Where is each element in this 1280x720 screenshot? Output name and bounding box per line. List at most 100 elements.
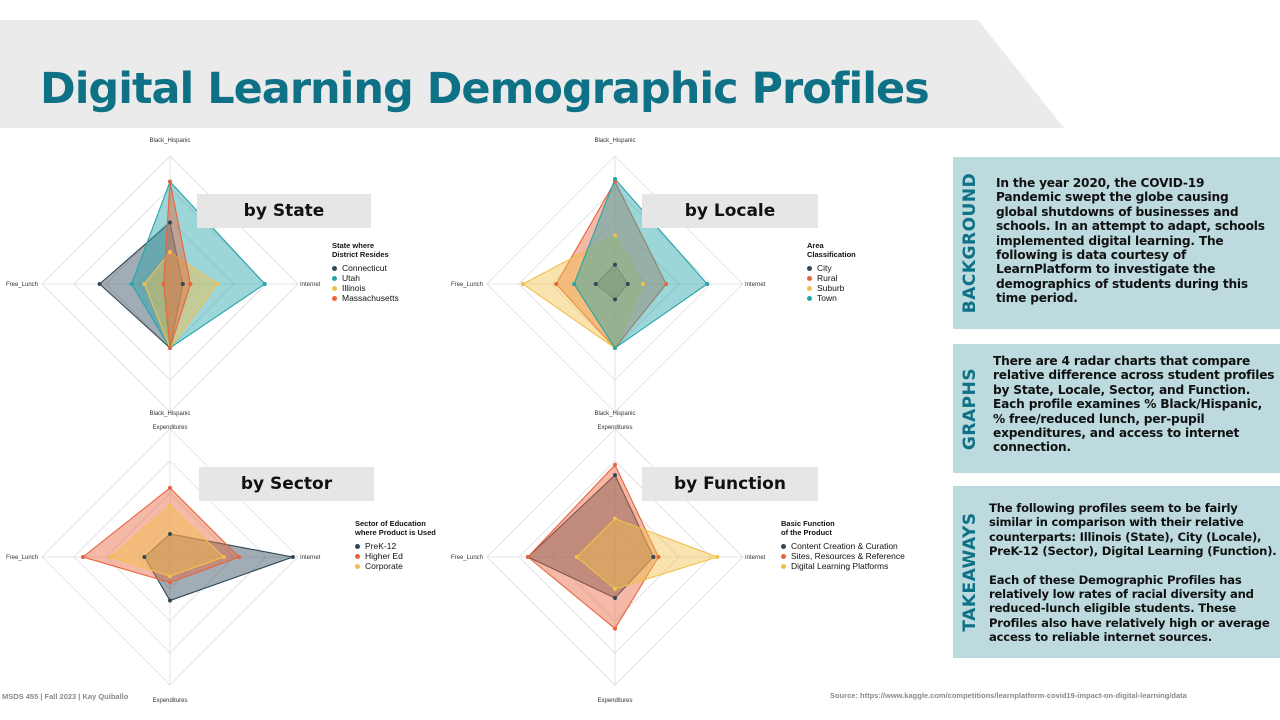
legend-item: Suburb	[807, 283, 856, 293]
takeaways-panel: TAKEAWAYS The following profiles seem to…	[953, 486, 1280, 658]
axis-label-expenditures: Expenditures	[152, 698, 187, 704]
legend-item: Sites, Resources & Reference	[781, 551, 905, 561]
footer-source: Source: https://www.kaggle.com/competiti…	[830, 691, 1187, 700]
series-point	[142, 555, 147, 559]
radar-chart-by-state: Black_Hispanic Internet Expenditures Free_L…	[0, 138, 480, 431]
series-point	[168, 346, 172, 350]
axis-label-free-lunch: Free_Lunch	[451, 282, 483, 288]
axis-label-internet: Internet	[745, 555, 766, 561]
legend-title: State where District Resides	[332, 241, 389, 259]
series-point	[574, 555, 579, 559]
axis-label-expenditures: Expenditures	[597, 425, 632, 431]
legend-dot	[807, 265, 812, 271]
title-band-shape	[0, 20, 1064, 128]
page-title: Digital Learning Demographic Profiles	[40, 64, 930, 114]
legend-dot	[332, 275, 337, 281]
series-point	[613, 595, 617, 600]
legend-label: PreK-12	[365, 541, 397, 551]
series-point	[168, 580, 172, 585]
legend-dot	[355, 553, 360, 559]
legend-item: City	[807, 263, 856, 273]
series-point	[142, 282, 147, 286]
axis-label-free-lunch: Free_Lunch	[6, 555, 38, 561]
legend-dot	[332, 265, 337, 271]
series-point	[237, 555, 242, 559]
background-heading: BACKGROUND	[960, 172, 980, 314]
series-point	[705, 282, 710, 286]
legend-label: Rural	[817, 273, 838, 283]
axis-label-internet: Internet	[300, 555, 321, 561]
axis-label-free-lunch: Free_Lunch	[451, 555, 483, 561]
series-point	[168, 250, 172, 254]
series-point	[188, 282, 193, 286]
graphs-heading: GRAPHS	[960, 367, 980, 450]
series-point	[129, 282, 134, 286]
series-point	[593, 282, 598, 286]
takeaways-heading: TAKEAWAYS	[960, 512, 980, 632]
series-point	[161, 282, 166, 286]
axis-label-black-hispanic: Black_Hispanic	[594, 138, 635, 144]
radar-chart-by-function: Black_Hispanic Internet Expenditures Free_L…	[445, 411, 925, 704]
series-point	[613, 233, 617, 238]
axis-label-black-hispanic: Black_Hispanic	[149, 411, 190, 417]
legend-by-sector: Sector of Education where Product is Use…	[355, 519, 436, 571]
radar-chart-by-sector: Black_Hispanic Internet Expenditures Free_L…	[0, 411, 480, 704]
series-point	[262, 282, 267, 286]
series-point	[168, 503, 172, 508]
series-point	[168, 220, 172, 225]
axis-label-free-lunch: Free_Lunch	[6, 282, 38, 288]
series-point	[613, 626, 617, 631]
legend-dot	[781, 553, 786, 559]
legend-label: Sites, Resources & Reference	[791, 551, 905, 561]
legend-title: Sector of Education where Product is Use…	[355, 519, 436, 537]
legend-item: Digital Learning Platforms	[781, 561, 905, 571]
series-point	[664, 282, 669, 286]
series-point	[168, 598, 172, 603]
series-point	[613, 462, 617, 467]
graphs-text: There are 4 radar charts that compare re…	[993, 354, 1275, 455]
takeaways-text-2: Each of these Demographic Profiles has r…	[989, 572, 1270, 645]
legend-title: Basic Function of the Product	[781, 519, 835, 537]
axis-label-expenditures: Expenditures	[597, 698, 632, 704]
series-point	[554, 282, 559, 286]
legend-label: Town	[817, 293, 837, 303]
series-point	[572, 282, 577, 286]
legend-label: Connecticut	[342, 263, 387, 273]
series-point	[168, 179, 172, 184]
series-point	[525, 555, 530, 559]
background-text: In the year 2020, the COVID-19 Pandemic …	[996, 176, 1265, 306]
radar-svg-by-sector: Black_Hispanic Internet Expenditures Free_L…	[6, 411, 321, 704]
series-point	[656, 555, 661, 559]
axis-label-black-hispanic: Black_Hispanic	[594, 411, 635, 417]
legend-item: Rural	[807, 273, 856, 283]
legend-dot	[781, 563, 786, 569]
series-point	[715, 555, 720, 559]
legend-label: Illinois	[342, 283, 366, 293]
series-point	[651, 555, 656, 559]
radar-svg-by-function: Black_Hispanic Internet Expenditures Free_L…	[451, 411, 766, 704]
series-point	[613, 177, 617, 182]
graphs-panel: GRAPHS There are 4 radar charts that com…	[953, 344, 1280, 473]
legend-label: Content Creation & Curation	[791, 541, 898, 551]
series-point	[613, 473, 617, 478]
axis-label-internet: Internet	[300, 282, 321, 288]
radar-chart-by-locale: Black_Hispanic Internet Expenditures Free_L…	[445, 138, 925, 431]
legend-item: Content Creation & Curation	[781, 541, 905, 551]
legend-item: Connecticut	[332, 263, 399, 273]
radar-svg-by-locale: Black_Hispanic Internet Expenditures Free_L…	[451, 138, 766, 431]
legend-item: Higher Ed	[355, 551, 436, 561]
legend-dot	[355, 543, 360, 549]
series-point	[613, 297, 617, 302]
legend-title: Area Classification	[807, 241, 856, 259]
legend-item: PreK-12	[355, 541, 436, 551]
series-point	[80, 555, 85, 559]
legend-label: Corporate	[365, 561, 403, 571]
title-band: Digital Learning Demographic Profiles	[0, 20, 1280, 128]
legend-dot	[781, 543, 786, 549]
series-point	[97, 282, 102, 286]
series-point	[168, 531, 172, 536]
legend-label: City	[817, 263, 832, 273]
legend-item: Utah	[332, 273, 399, 283]
series-point	[168, 485, 172, 490]
series-point	[613, 262, 617, 267]
